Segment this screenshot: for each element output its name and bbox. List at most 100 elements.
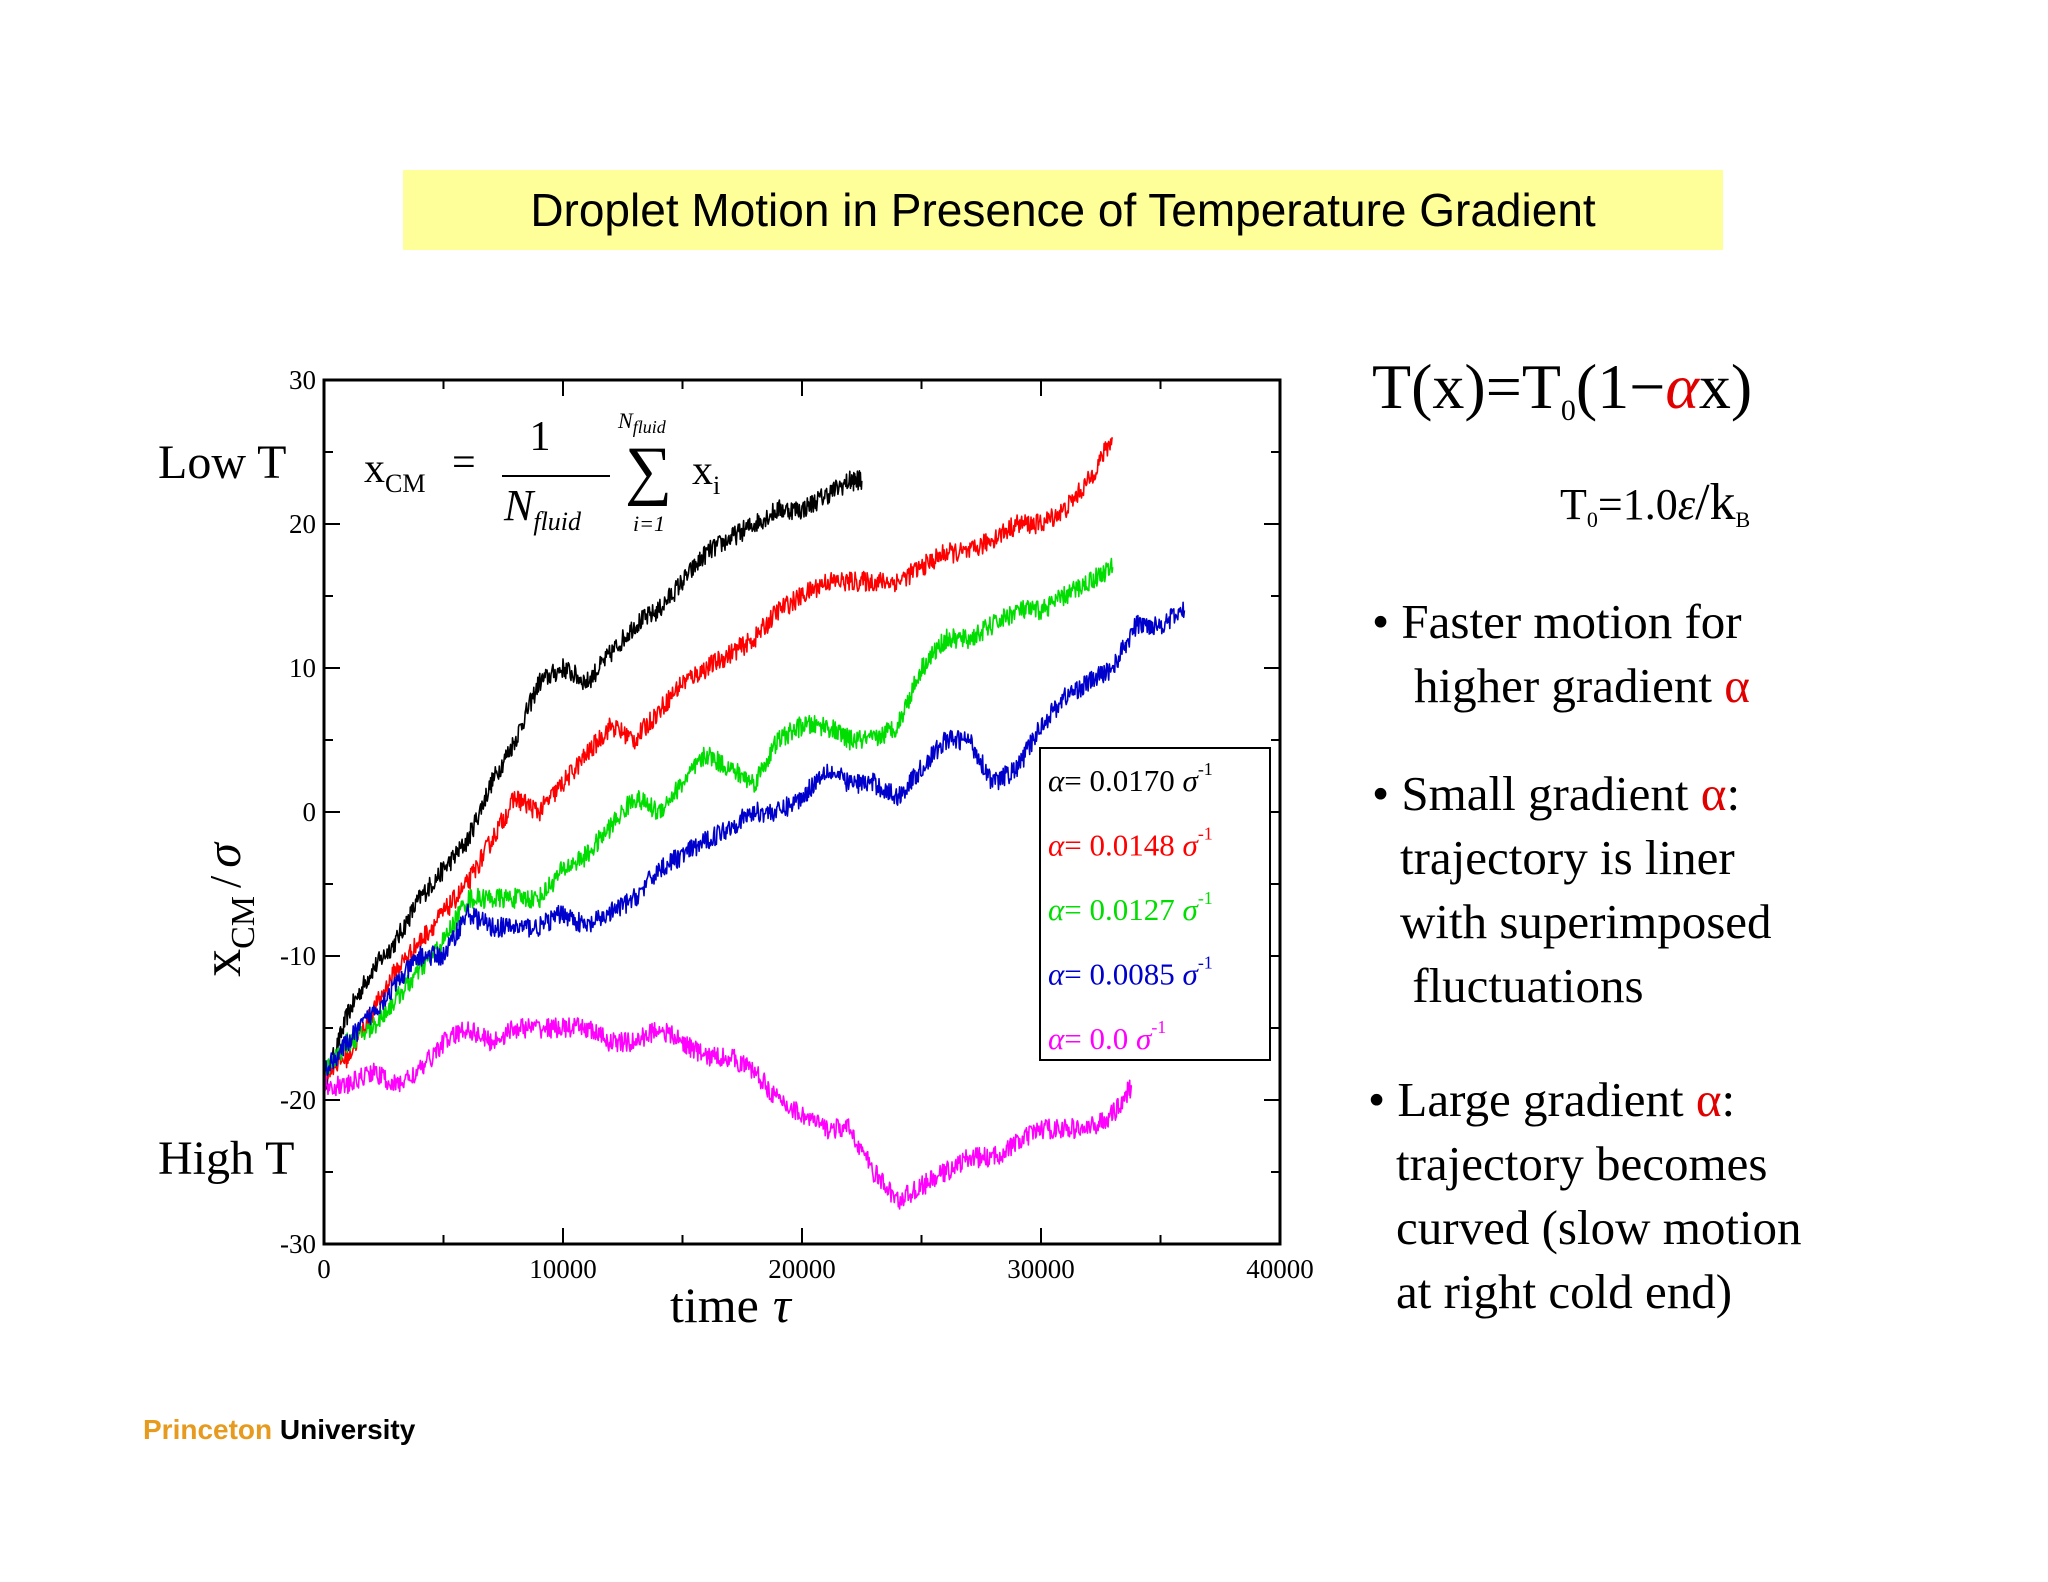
bullet-text: • Faster motion for	[1372, 594, 1742, 649]
alpha-symbol: α	[1700, 766, 1727, 821]
legend-alpha: α	[1048, 892, 1065, 927]
legend-value: = 0.0	[1064, 1021, 1136, 1056]
y-axis-title: xCM / σ	[191, 841, 262, 977]
legend-sigma: σ	[1183, 892, 1200, 927]
series-line	[323, 470, 863, 1094]
legend-sigma: σ	[1183, 763, 1200, 798]
bullet-small-gradient: • Small gradient α: trajectory is liner …	[1372, 762, 1772, 1018]
slide-title: Droplet Motion in Presence of Temperatur…	[530, 184, 1596, 236]
t0-sub: 0	[1586, 507, 1598, 532]
bullet-large-gradient: • Large gradient α: trajectory becomes c…	[1368, 1068, 1802, 1324]
legend-value: = 0.0170	[1064, 763, 1182, 798]
bullet-line: • Large gradient α:	[1368, 1068, 1802, 1132]
eq-denominator-sub: fluid	[533, 507, 582, 536]
bullet-line: curved (slow motion	[1368, 1196, 1802, 1260]
bullet-line: • Small gradient α:	[1372, 762, 1772, 826]
alpha-symbol: α	[1665, 351, 1699, 422]
footer-princeton: Princeton	[143, 1414, 273, 1445]
x-axis-title: time τ	[670, 1277, 793, 1333]
alpha-symbol: α	[1695, 1072, 1722, 1127]
temperature-formula-open: (1−	[1575, 351, 1666, 422]
legend-exponent: -1	[1198, 953, 1213, 973]
legend-alpha: α	[1048, 957, 1065, 992]
x-tick-label: 30000	[1007, 1254, 1075, 1284]
legend-sigma: σ	[1183, 957, 1200, 992]
bullet-line: trajectory is liner	[1372, 826, 1772, 890]
bullet-text: trajectory is liner	[1400, 830, 1735, 885]
x-tick-label: 40000	[1246, 1254, 1314, 1284]
sum-bottom: i=1	[633, 511, 665, 536]
bullet-text: • Small gradient	[1372, 766, 1701, 821]
series-line	[323, 1017, 1133, 1210]
bullet-line: at right cold end)	[1368, 1260, 1802, 1324]
bullet-line: fluctuations	[1372, 954, 1772, 1018]
eq-equals: =	[452, 440, 476, 486]
temperature-formula: T(x)=T0(1−αx)	[1372, 350, 1752, 428]
y-tick-label: -20	[280, 1085, 316, 1115]
legend-exponent: -1	[1151, 1017, 1166, 1037]
legend-alpha: α	[1048, 1021, 1065, 1056]
t0-b: B	[1735, 507, 1751, 532]
bullet-text: with superimposed	[1400, 894, 1772, 949]
y-tick-label: 20	[289, 509, 316, 539]
y-title-sigma: σ	[195, 841, 251, 868]
series-line	[323, 557, 1114, 1076]
trajectory-chart: 0 10000 20000 30000 40000 -30 -20 -10 0 10 20 30 tim…	[158, 365, 1314, 1333]
alpha-symbol: α	[1724, 658, 1750, 713]
series-line	[323, 436, 1114, 1081]
y-tick-label: 30	[289, 365, 316, 395]
eq-lhs-sub: CM	[385, 469, 425, 498]
x-tick-label: 10000	[529, 1254, 597, 1284]
bullet-text: curved (slow motion	[1396, 1200, 1802, 1255]
legend-value: = 0.0085	[1064, 957, 1182, 992]
t0-mid: =1.0	[1597, 480, 1678, 529]
y-title-slash: /	[201, 875, 250, 888]
legend-entry: α= 0.0170 σ-1	[1048, 759, 1213, 798]
bullet-line: • Faster motion for	[1372, 590, 1750, 654]
princeton-footer: Princeton University	[143, 1414, 415, 1446]
legend-sigma: σ	[1136, 1021, 1153, 1056]
sum-top-sub: fluid	[633, 417, 667, 437]
high-t-label: High T	[158, 1132, 294, 1185]
bullet-text: at right cold end)	[1396, 1264, 1733, 1319]
eq-numerator: 1	[530, 414, 551, 460]
legend-value: = 0.0127	[1064, 892, 1182, 927]
y-tick-label: -10	[280, 941, 316, 971]
sum-top: Nfluid	[617, 408, 667, 437]
low-t-label: Low T	[158, 436, 286, 489]
x-tick-label: 20000	[768, 1254, 836, 1284]
legend-sigma: σ	[1183, 828, 1200, 863]
bullet-line: higher gradient α	[1372, 654, 1750, 718]
y-tick-label: 0	[303, 797, 317, 827]
legend-alpha: α	[1048, 763, 1065, 798]
epsilon-symbol: ε	[1677, 480, 1696, 529]
series-line	[323, 601, 1186, 1077]
slide-title-bar: Droplet Motion in Presence of Temperatur…	[403, 170, 1723, 250]
legend-entry: α= 0.0 σ-1	[1048, 1017, 1166, 1056]
y-tick-label: -30	[280, 1229, 316, 1259]
sum-symbol: ∑	[625, 434, 672, 507]
sum-term: xi	[692, 448, 720, 500]
t0-definition: T0=1.0ε/kB	[1560, 473, 1750, 533]
bullet-text: fluctuations	[1400, 958, 1644, 1013]
legend-entry: α= 0.0127 σ-1	[1048, 888, 1213, 927]
y-title-sub: CM	[225, 896, 262, 949]
legend-entry: α= 0.0085 σ-1	[1048, 953, 1213, 992]
legend-box	[1039, 747, 1271, 1061]
bullet-text: higher gradient	[1414, 658, 1725, 713]
eq-lhs: xCM	[364, 446, 425, 498]
legend-exponent: -1	[1198, 888, 1213, 908]
legend-exponent: -1	[1198, 824, 1213, 844]
y-title-x: x	[191, 949, 253, 977]
legend-exponent: -1	[1198, 759, 1213, 779]
t0-lhs: T	[1560, 480, 1587, 529]
temperature-formula-close: x)	[1698, 351, 1753, 422]
y-tick-label: 10	[289, 653, 316, 683]
bullet-line: trajectory becomes	[1368, 1132, 1802, 1196]
bullet-text: trajectory becomes	[1396, 1136, 1768, 1191]
temperature-formula-lhs: T(x)=T	[1372, 351, 1561, 422]
bullet-text: :	[1721, 1072, 1736, 1127]
legend-value: = 0.0148	[1064, 828, 1182, 863]
eq-denominator: Nfluid	[503, 481, 582, 536]
footer-university: University	[272, 1414, 416, 1445]
